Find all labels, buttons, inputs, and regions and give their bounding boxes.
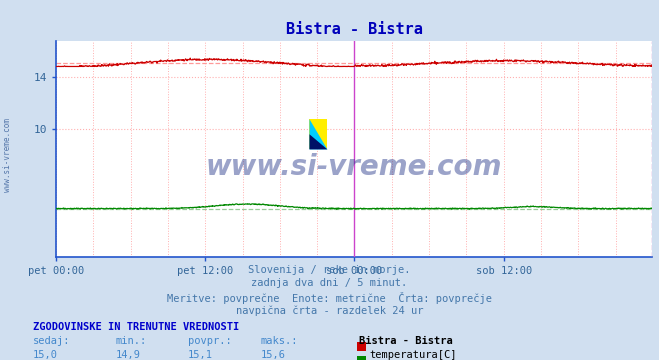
Text: povpr.:: povpr.: (188, 336, 231, 346)
Text: www.si-vreme.com: www.si-vreme.com (206, 153, 502, 181)
Polygon shape (310, 134, 328, 149)
Text: 15,1: 15,1 (188, 350, 213, 360)
Bar (310, 119, 328, 149)
Title: Bistra - Bistra: Bistra - Bistra (286, 22, 422, 37)
Text: min.:: min.: (115, 336, 146, 346)
Polygon shape (310, 119, 328, 149)
Text: ZGODOVINSKE IN TRENUTNE VREDNOSTI: ZGODOVINSKE IN TRENUTNE VREDNOSTI (33, 322, 239, 332)
Text: 15,0: 15,0 (33, 350, 58, 360)
Text: Bistra - Bistra: Bistra - Bistra (359, 336, 453, 346)
Text: 14,9: 14,9 (115, 350, 140, 360)
Text: zadnja dva dni / 5 minut.: zadnja dva dni / 5 minut. (251, 278, 408, 288)
Text: www.si-vreme.com: www.si-vreme.com (3, 118, 13, 192)
Text: maks.:: maks.: (260, 336, 298, 346)
Text: 15,6: 15,6 (260, 350, 285, 360)
Text: Slovenija / reke in morje.: Slovenija / reke in morje. (248, 265, 411, 275)
Text: navpična črta - razdelek 24 ur: navpična črta - razdelek 24 ur (236, 306, 423, 316)
Text: sedaj:: sedaj: (33, 336, 71, 346)
Text: Meritve: povprečne  Enote: metrične  Črta: povprečje: Meritve: povprečne Enote: metrične Črta:… (167, 292, 492, 304)
Text: temperatura[C]: temperatura[C] (369, 350, 457, 360)
